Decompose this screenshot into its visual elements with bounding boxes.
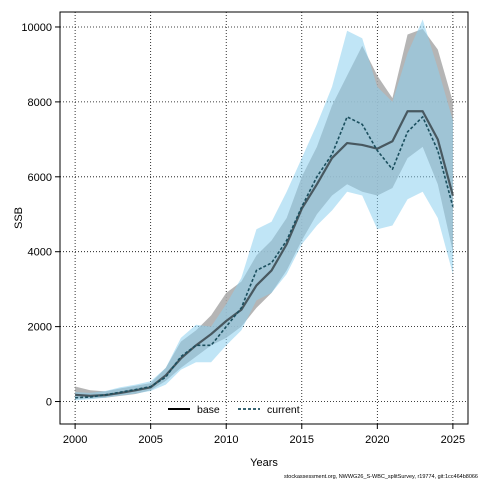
series-line-current	[75, 116, 454, 399]
legend: base current	[168, 404, 300, 416]
plot-frame	[59, 11, 469, 425]
x-tick-label: 2005	[138, 434, 162, 446]
series-line-base	[75, 110, 454, 398]
series-lines	[75, 110, 454, 399]
x-axis-title: Years	[250, 457, 278, 469]
y-tick-label: 2000	[28, 322, 52, 334]
footer-note: stockassessment.org, NWWG26_S-WBC_splitS…	[284, 474, 478, 480]
y-axis-title: SSB	[13, 207, 25, 229]
y-tick-label: 8000	[28, 97, 52, 109]
y-tick-label: 6000	[28, 172, 52, 184]
y-tick-label: 4000	[28, 247, 52, 259]
legend-label-current: current	[267, 404, 300, 416]
x-tick-label: 2010	[214, 434, 238, 446]
confidence-band-current	[75, 19, 453, 401]
x-tick-label: 2015	[290, 434, 314, 446]
y-tick-label: 10000	[21, 22, 52, 34]
x-tick-label: 2000	[63, 434, 87, 446]
y-tick-label: 0	[46, 397, 52, 409]
legend-label-base: base	[197, 404, 220, 416]
x-tick-label: 2025	[441, 434, 465, 446]
axes: 2000 2005 2010 2015 2020 2025 0 2000 4000 6000 800…	[21, 22, 465, 446]
confidence-bands	[75, 19, 453, 401]
x-tick-label: 2020	[365, 434, 389, 446]
